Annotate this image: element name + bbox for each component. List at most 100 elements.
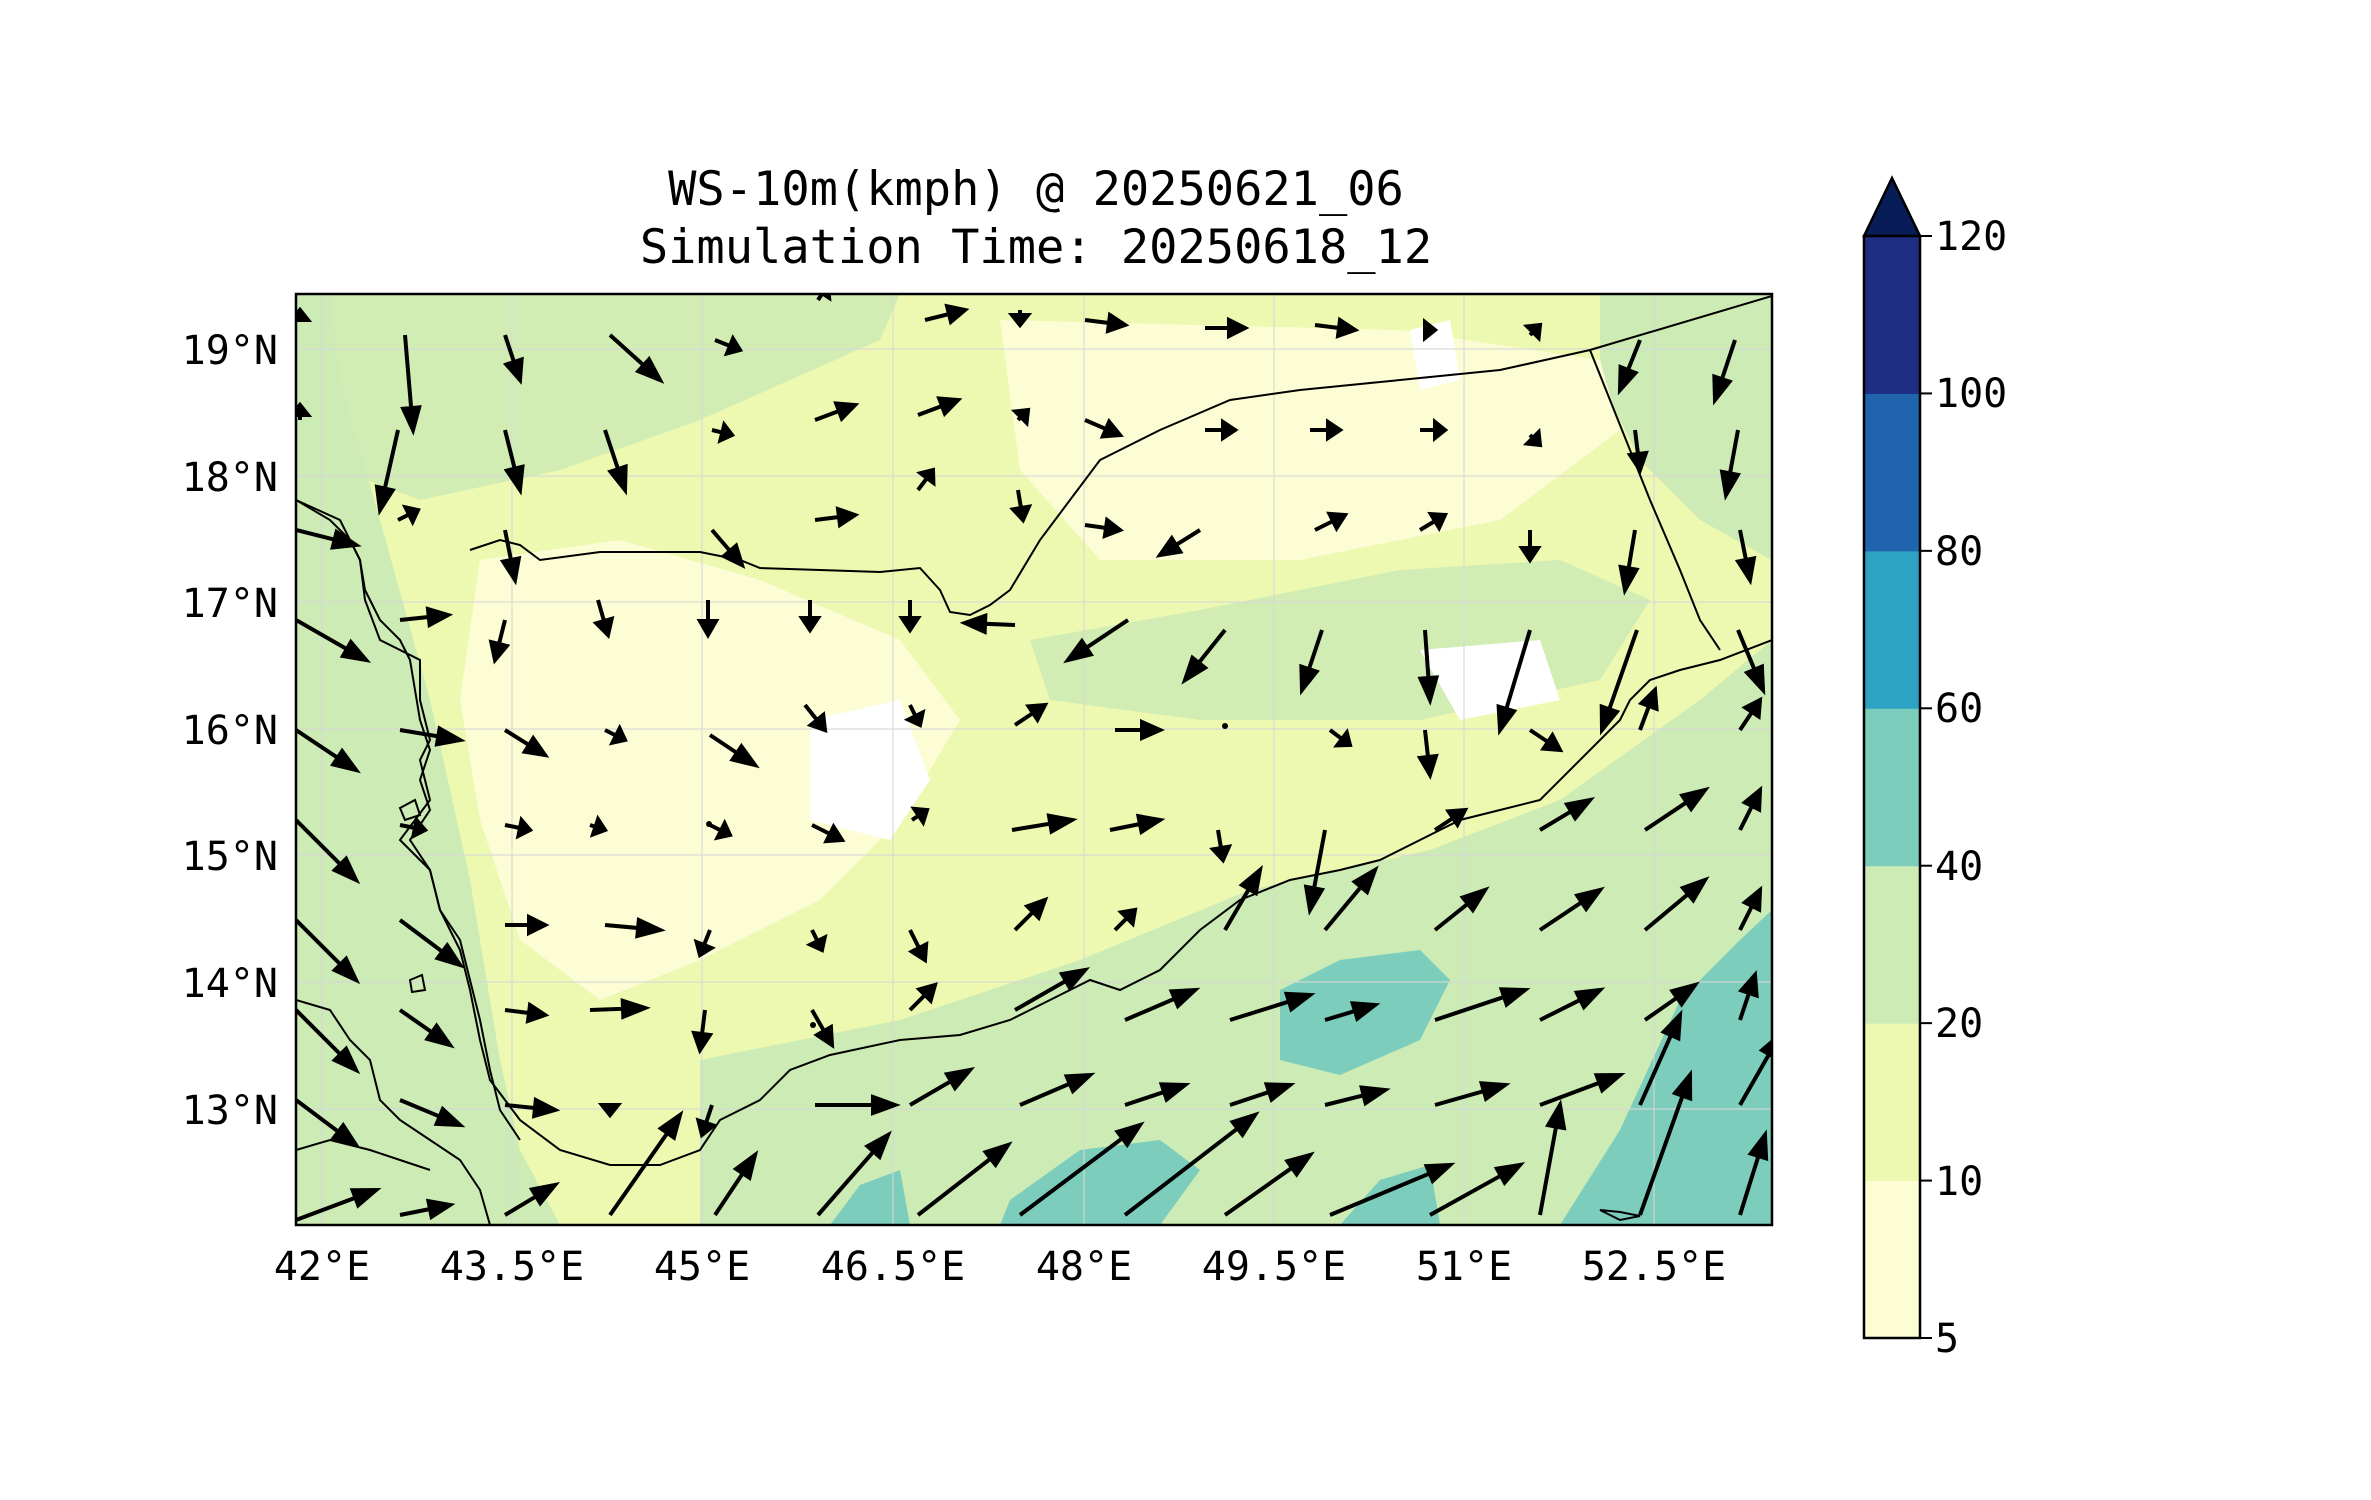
wind-arrow bbox=[488, 619, 511, 665]
field-patch-40-60-b bbox=[1560, 910, 1772, 1225]
wind-arrow bbox=[815, 1094, 901, 1116]
colorbar-tick-label: 100 bbox=[1935, 371, 2007, 417]
wind-arrow bbox=[1539, 987, 1606, 1022]
wind-arrow bbox=[1538, 886, 1605, 932]
x-tick-label: 49.5°E bbox=[1202, 1244, 1347, 1290]
island-a bbox=[398, 798, 422, 822]
y-tick-label: 19°N bbox=[182, 328, 278, 374]
wind-arrow bbox=[1084, 516, 1125, 540]
colorbar-tick-label: 10 bbox=[1935, 1159, 1983, 1205]
wind-arrow bbox=[597, 1103, 623, 1119]
wind-arrow bbox=[1738, 885, 1763, 931]
colorbar-extend-arrow bbox=[1862, 175, 1922, 238]
wind-arrow bbox=[592, 599, 615, 639]
wind-arrow bbox=[1423, 317, 1439, 343]
wind-arrow bbox=[1084, 417, 1124, 439]
wind-arrow bbox=[1618, 529, 1640, 596]
field-patch-calm-e bbox=[1410, 320, 1460, 390]
wind-arrow bbox=[1229, 1082, 1296, 1107]
x-tick-label: 48°E bbox=[1036, 1244, 1132, 1290]
wind-arrow bbox=[1303, 829, 1327, 916]
wind-arrow bbox=[1734, 529, 1757, 586]
wind-arrow bbox=[1738, 696, 1763, 732]
wind-arrow bbox=[1314, 316, 1360, 339]
wind-arrow bbox=[959, 612, 1016, 635]
field-band-west bbox=[296, 294, 560, 1225]
colorbar-tick-label: 5 bbox=[1935, 1316, 1959, 1362]
map-frame bbox=[294, 292, 1774, 1227]
y-tick-label: 16°N bbox=[182, 708, 278, 754]
wind-arrow bbox=[1638, 1009, 1683, 1106]
wind-arrow bbox=[296, 728, 361, 774]
wind-arrow bbox=[504, 1096, 561, 1119]
wind-arrow bbox=[798, 600, 822, 634]
x-axis: 42°E 43.5°E 45°E 46.5°E 48°E 49.5°E 51°E… bbox=[274, 1244, 1726, 1290]
border-north bbox=[469, 295, 1772, 617]
wind-arrow bbox=[1109, 813, 1166, 836]
wind-arrow bbox=[1738, 1129, 1769, 1216]
wind-arrow bbox=[695, 1104, 718, 1139]
y-tick-label: 13°N bbox=[182, 1088, 278, 1134]
wind-arrow bbox=[907, 929, 929, 964]
wind-arrow bbox=[916, 467, 936, 492]
wind-arrow bbox=[714, 334, 744, 357]
wind-arrow bbox=[296, 1008, 361, 1075]
wind-arrow bbox=[1124, 1082, 1191, 1107]
coastline-red-sea bbox=[296, 499, 1772, 1166]
colorbar-band bbox=[1864, 550, 1920, 709]
wind-arrow bbox=[296, 306, 313, 322]
wind-arrow bbox=[1434, 987, 1531, 1022]
wind-arrow bbox=[296, 1187, 382, 1222]
wind-arrow bbox=[1719, 429, 1742, 501]
colorbar-band bbox=[1864, 393, 1920, 552]
wind-arrow bbox=[504, 815, 534, 840]
coastline-saudi bbox=[296, 499, 521, 1141]
wind-arrow bbox=[1434, 1081, 1511, 1107]
wind-arrow bbox=[711, 420, 736, 444]
wind-arrow bbox=[1643, 981, 1700, 1022]
wind-arrow bbox=[1019, 1072, 1096, 1107]
wind-arrow bbox=[1617, 339, 1642, 396]
wind-arrow bbox=[710, 528, 746, 569]
x-tick-label: 52.5°E bbox=[1582, 1244, 1727, 1290]
colorbar-bands bbox=[1864, 236, 1920, 1339]
colorbar-band bbox=[1864, 865, 1920, 1024]
gridlines bbox=[296, 294, 1772, 1225]
y-tick-label: 18°N bbox=[182, 455, 278, 501]
colorbar-tick-label: 60 bbox=[1935, 686, 1983, 732]
wind-arrow bbox=[499, 529, 522, 586]
x-tick-label: 51°E bbox=[1416, 1244, 1512, 1290]
wind-arrow bbox=[1007, 310, 1033, 329]
wind-arrow bbox=[1014, 967, 1091, 1012]
wind-arrow bbox=[1643, 876, 1710, 932]
wind-arrow bbox=[1223, 1151, 1315, 1217]
y-tick-label: 14°N bbox=[182, 961, 278, 1007]
coastline-eritrea bbox=[296, 1138, 431, 1171]
colorbar-tick-label: 80 bbox=[1935, 529, 1983, 575]
wind-arrow bbox=[908, 982, 938, 1012]
field-patch-calm-a bbox=[460, 540, 960, 1000]
colorbar-tick-label: 20 bbox=[1935, 1001, 1983, 1047]
wind-arrow bbox=[296, 818, 361, 885]
wind-arrow bbox=[603, 429, 628, 496]
x-tick-label: 42°E bbox=[274, 1244, 370, 1290]
wind-arrow bbox=[1229, 991, 1316, 1022]
field-patch-calm-d bbox=[1420, 640, 1560, 720]
colorbar-band bbox=[1864, 1180, 1920, 1339]
wind-arrow bbox=[503, 1181, 561, 1217]
wind-arrow bbox=[398, 1008, 455, 1049]
wind-arrow bbox=[502, 334, 524, 385]
wind-arrow bbox=[1433, 807, 1469, 832]
wind-arrow bbox=[503, 429, 525, 496]
coastline-djibouti bbox=[296, 999, 491, 1225]
wind-arrow bbox=[805, 929, 828, 953]
wind-arrow bbox=[908, 1067, 976, 1107]
wind-arrow bbox=[1638, 1069, 1693, 1216]
wind-arrow bbox=[898, 600, 922, 634]
colorbar-band bbox=[1864, 708, 1920, 867]
wind-arrow bbox=[1310, 418, 1344, 442]
wind-arrow bbox=[1418, 511, 1449, 533]
wind-arrow bbox=[1522, 427, 1543, 448]
